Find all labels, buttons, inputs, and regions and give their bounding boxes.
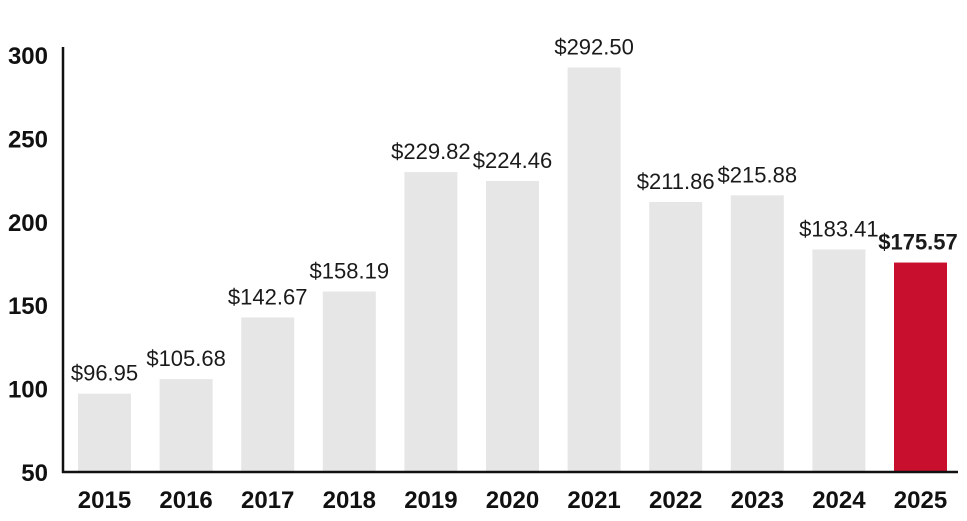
data-label-2019: $229.82 xyxy=(391,139,471,164)
data-label-2021: $292.50 xyxy=(554,35,634,60)
bar-2024 xyxy=(812,249,866,472)
x-tick-label-2016: 2016 xyxy=(159,487,212,514)
y-tick-label: 250 xyxy=(8,126,48,153)
bar-2023 xyxy=(730,195,784,472)
data-label-2024: $183.41 xyxy=(799,216,879,241)
data-label-2015: $96.95 xyxy=(71,361,138,386)
x-tick-label-2018: 2018 xyxy=(323,487,376,514)
y-axis: 50 100 150 200 250 300 xyxy=(8,43,65,487)
y-tick-label: 150 xyxy=(8,293,48,320)
data-label-2016: $105.68 xyxy=(146,346,226,371)
bar-2021 xyxy=(567,67,621,472)
data-label-2020: $224.46 xyxy=(473,148,553,173)
x-axis: 2015 2016 2017 2018 2019 2020 2021 2022 2023 2024… xyxy=(62,470,958,514)
data-label-2025: $175.57 xyxy=(878,230,958,255)
x-tick-label-2019: 2019 xyxy=(404,487,457,514)
bar-2016 xyxy=(159,379,213,472)
bar-2019 xyxy=(404,172,458,472)
x-tick-label-2015: 2015 xyxy=(78,487,131,514)
x-tick-label-2020: 2020 xyxy=(486,487,539,514)
x-tick-label-2024: 2024 xyxy=(812,487,866,514)
data-labels: $96.95 $105.68 $142.67$158.19 $229.82 $224.4… xyxy=(71,35,958,386)
data-label-2022: $211.86 xyxy=(637,169,715,194)
x-tick-label-2025: 2025 xyxy=(894,487,947,514)
x-tick-label-2017: 2017 xyxy=(241,487,294,514)
x-tick-label-2022: 2022 xyxy=(649,487,702,514)
y-tick-label: 100 xyxy=(8,377,48,404)
bar-2022 xyxy=(649,202,703,472)
bar-2017 xyxy=(241,317,295,472)
bar-2020 xyxy=(486,181,539,472)
y-tick-label: 50 xyxy=(21,460,48,487)
bar-2015 xyxy=(78,393,131,472)
x-tick-label-2023: 2023 xyxy=(731,487,784,514)
y-tick-label: 300 xyxy=(8,43,48,70)
data-label-2018: $158.19 xyxy=(310,259,390,284)
data-label-2023: $215.88 xyxy=(718,162,798,187)
x-tick-label-2021: 2021 xyxy=(567,487,620,514)
bar-2018 xyxy=(322,291,376,472)
bar-2025 xyxy=(894,262,947,472)
y-tick-label: 200 xyxy=(8,210,48,237)
data-label-2017: $142.67 xyxy=(228,284,308,309)
bars xyxy=(78,67,947,472)
